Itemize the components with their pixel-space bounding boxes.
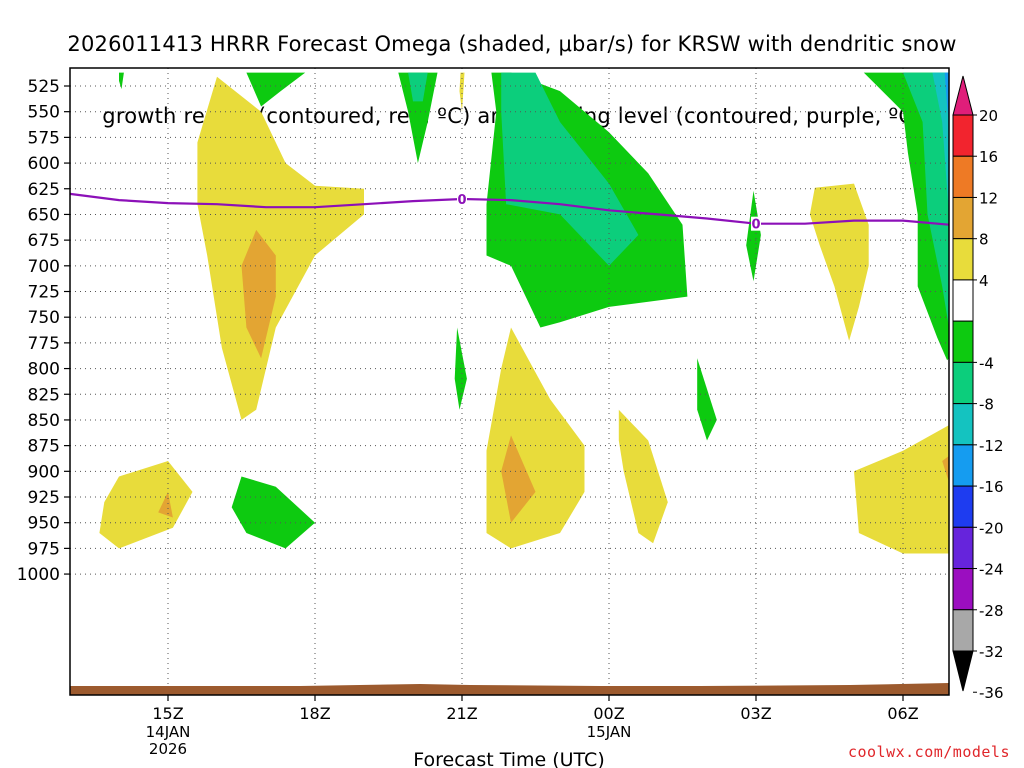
colorbar-bin-7 (952, 403, 974, 446)
omega-region-16 (486, 327, 585, 549)
x-tick-label-18Z: 18Z (299, 704, 330, 723)
omega-shaded-regions (99, 72, 949, 554)
colorbar-label-5: -4 (979, 354, 994, 372)
colorbar-bin-12 (952, 609, 974, 652)
omega-region-17 (501, 435, 536, 523)
omega-region-24 (942, 455, 949, 482)
omega-region-18 (697, 358, 717, 441)
y-tick-label-900: 900 (28, 462, 60, 482)
y-tick-label-975: 975 (28, 539, 60, 559)
y-tick-label-725: 725 (28, 283, 60, 303)
omega-region-22 (231, 476, 315, 549)
y-tick-label-850: 850 (28, 411, 60, 431)
y-tick-label-1000: 1000 (17, 565, 60, 585)
date-year-label-0: 2026 (149, 740, 187, 758)
omega-region-10 (903, 72, 949, 328)
y-tick-label-825: 825 (28, 385, 60, 405)
omega-region-14 (809, 183, 869, 341)
y-tick-label-800: 800 (28, 360, 60, 380)
freezing-level-line (69, 192, 950, 226)
colorbar-bin-8 (952, 444, 974, 487)
omega-region-11 (932, 72, 949, 215)
colorbar-label-13: -36 (979, 684, 1004, 702)
omega-region-6 (459, 72, 465, 112)
omega-region-3 (119, 72, 124, 90)
y-tick-label-650: 650 (28, 205, 60, 225)
y-tick-label-675: 675 (28, 231, 60, 251)
freezing-label-1: 0 (751, 218, 760, 233)
terrain-fill (70, 683, 949, 695)
terrain-layer (70, 683, 949, 695)
x-tick-label-00Z: 00Z (593, 704, 624, 723)
colorbar-bottom-arrow (952, 650, 974, 692)
freezing-level-layer: 00 (69, 192, 950, 233)
colorbar-label-7: -12 (979, 437, 1004, 455)
x-tick-label-03Z: 03Z (740, 704, 771, 723)
freezing-label-bg-0 (457, 192, 467, 207)
y-tick-label-550: 550 (28, 103, 60, 123)
omega-region-20 (99, 461, 193, 549)
colorbar-label-10: -24 (979, 561, 1004, 579)
colorbar-label-2: 12 (979, 189, 998, 207)
omega-region-12 (944, 72, 949, 122)
colorbar-label-12: -32 (979, 643, 1004, 661)
y-tick-label-925: 925 (28, 488, 60, 508)
colorbar-label-6: -8 (979, 396, 994, 414)
x-axis-label: Forecast Time (UTC) (413, 749, 604, 768)
freezing-label-0: 0 (457, 193, 466, 208)
x-tick-label-21Z: 21Z (446, 704, 477, 723)
y-tick-label-575: 575 (28, 128, 60, 148)
colorbar-bin-4 (952, 279, 974, 322)
colorbar-label-3: 8 (979, 231, 989, 249)
colorbar-top-arrow (952, 75, 974, 116)
y-tick-label-950: 950 (28, 514, 60, 534)
date-label-1: 15JAN (587, 723, 632, 741)
y-tick-label-700: 700 (28, 257, 60, 277)
colorbar-bin-1 (952, 155, 974, 198)
colorbar-label-0: 20 (979, 107, 998, 125)
colorbar-bin-0 (952, 114, 974, 157)
omega-region-4 (398, 72, 438, 164)
omega-region-0 (197, 76, 364, 420)
omega-region-21 (158, 491, 173, 518)
colorbar-label-4: 4 (979, 272, 989, 290)
y-tick-label-775: 775 (28, 334, 60, 354)
colorbar-bin-9 (952, 485, 974, 528)
colorbar-bin-2 (952, 196, 974, 240)
colorbar-label-11: -28 (979, 602, 1004, 620)
plot-frame (69, 67, 950, 696)
colorbar-bin-5 (952, 320, 974, 363)
x-tick-label-15Z: 15Z (152, 704, 183, 723)
y-axis: 525 550 575 600 625 650 675 700 725 750 775 800 825 8… (17, 77, 70, 585)
colorbar-label-1: 16 (979, 148, 998, 166)
colorbar-bin-10 (952, 526, 974, 570)
omega-region-19 (618, 409, 668, 544)
colorbar-label-8: -16 (979, 478, 1004, 496)
omega-region-13 (746, 190, 761, 282)
colorbar-bin-11 (952, 568, 974, 611)
omega-region-5 (408, 72, 428, 102)
freezing-label-bg-1 (751, 216, 761, 231)
y-tick-label-600: 600 (28, 154, 60, 174)
site-credit: coolwx.com/models (847, 743, 1010, 761)
date-label-0: 14JAN (146, 723, 191, 741)
y-tick-label-625: 625 (28, 180, 60, 200)
title-line-1: 2026011413 HRRR Forecast Omega (shaded, … (67, 32, 957, 56)
omega-region-1 (241, 229, 276, 359)
colorbar-label-9: -20 (979, 519, 1004, 537)
omega-region-8 (501, 72, 639, 266)
colorbar-legend: 20 16 12 8 4 -4 -8 -12 -16 -20 -24 -28 -32 -36 (952, 75, 1004, 702)
omega-region-2 (246, 72, 306, 107)
y-tick-label-875: 875 (28, 437, 60, 457)
colorbar-bin-6 (952, 361, 974, 405)
colorbar-bin-3 (952, 238, 974, 281)
x-tick-label-06Z: 06Z (887, 704, 918, 723)
y-tick-label-750: 750 (28, 308, 60, 328)
omega-region-23 (854, 425, 949, 554)
y-tick-label-525: 525 (28, 77, 60, 97)
